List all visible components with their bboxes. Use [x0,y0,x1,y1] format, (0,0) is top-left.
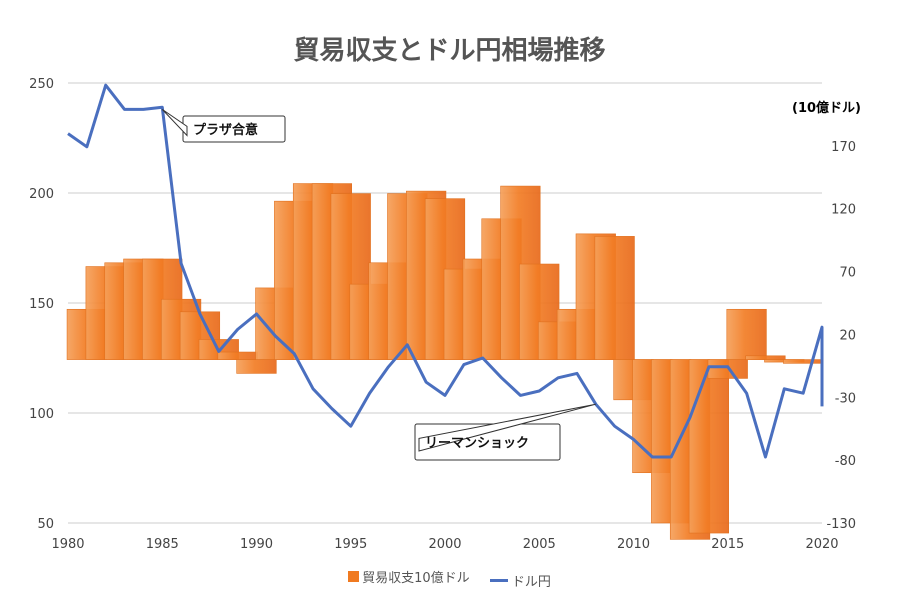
legend-label-bar: 貿易収支10億ドル [362,571,470,586]
y-right-tick-label: 20 [839,328,856,343]
x-tick-label: 2010 [617,537,650,552]
annotation-plaza-text: プラザ合意 [193,122,258,138]
x-tick-label: 1980 [51,537,84,552]
line-series-dollar-yen [67,83,824,459]
bar-2017 [745,355,786,360]
x-tick-label: 2015 [711,537,744,552]
y-right-tick-label: -130 [826,517,856,532]
legend-item-line: ドル円 [489,571,551,590]
annotation-lehman-pointer [418,403,596,452]
bar-1990 [236,359,277,374]
legend: 貿易収支10億ドル ドル円 [0,567,899,590]
legend-label-line: ドル円 [511,575,551,590]
annotation-plaza-pointer [161,108,188,137]
x-tick-label: 2005 [523,537,556,552]
y-left-tick-label: 250 [29,77,54,92]
bar-2019 [783,359,824,364]
y-left-tick-label: 150 [29,297,54,312]
bar-1989 [217,351,258,360]
x-tick-label: 1995 [334,537,367,552]
bar-2016 [726,308,767,360]
x-tick-label: 2000 [428,537,461,552]
legend-swatch-bar [348,571,360,582]
y-left-tick-label: 200 [29,187,54,202]
y-left-tick-label: 50 [37,517,54,532]
bar-2009 [594,236,635,360]
x-tick-label: 1990 [240,537,273,552]
y-right-tick-label: 120 [831,203,856,218]
x-tick-label: 1985 [146,537,179,552]
x-tick-label: 2020 [805,537,838,552]
right-axis-unit-label: (10億ドル) [792,101,861,116]
y-right-tick-label: 170 [831,140,856,155]
annotation-lehman-text: リーマンショック [425,436,529,451]
y-left-tick-label: 100 [29,407,54,422]
legend-swatch-line [489,579,508,582]
y-right-tick-label: -30 [835,391,856,406]
y-right-tick-label: -80 [835,454,856,469]
legend-item-bar: 貿易収支10億ドル [348,567,470,586]
y-right-tick-label: 70 [839,266,856,281]
bar-2014 [688,359,729,534]
chart-title: 貿易収支とドル円相場推移 [293,36,606,66]
